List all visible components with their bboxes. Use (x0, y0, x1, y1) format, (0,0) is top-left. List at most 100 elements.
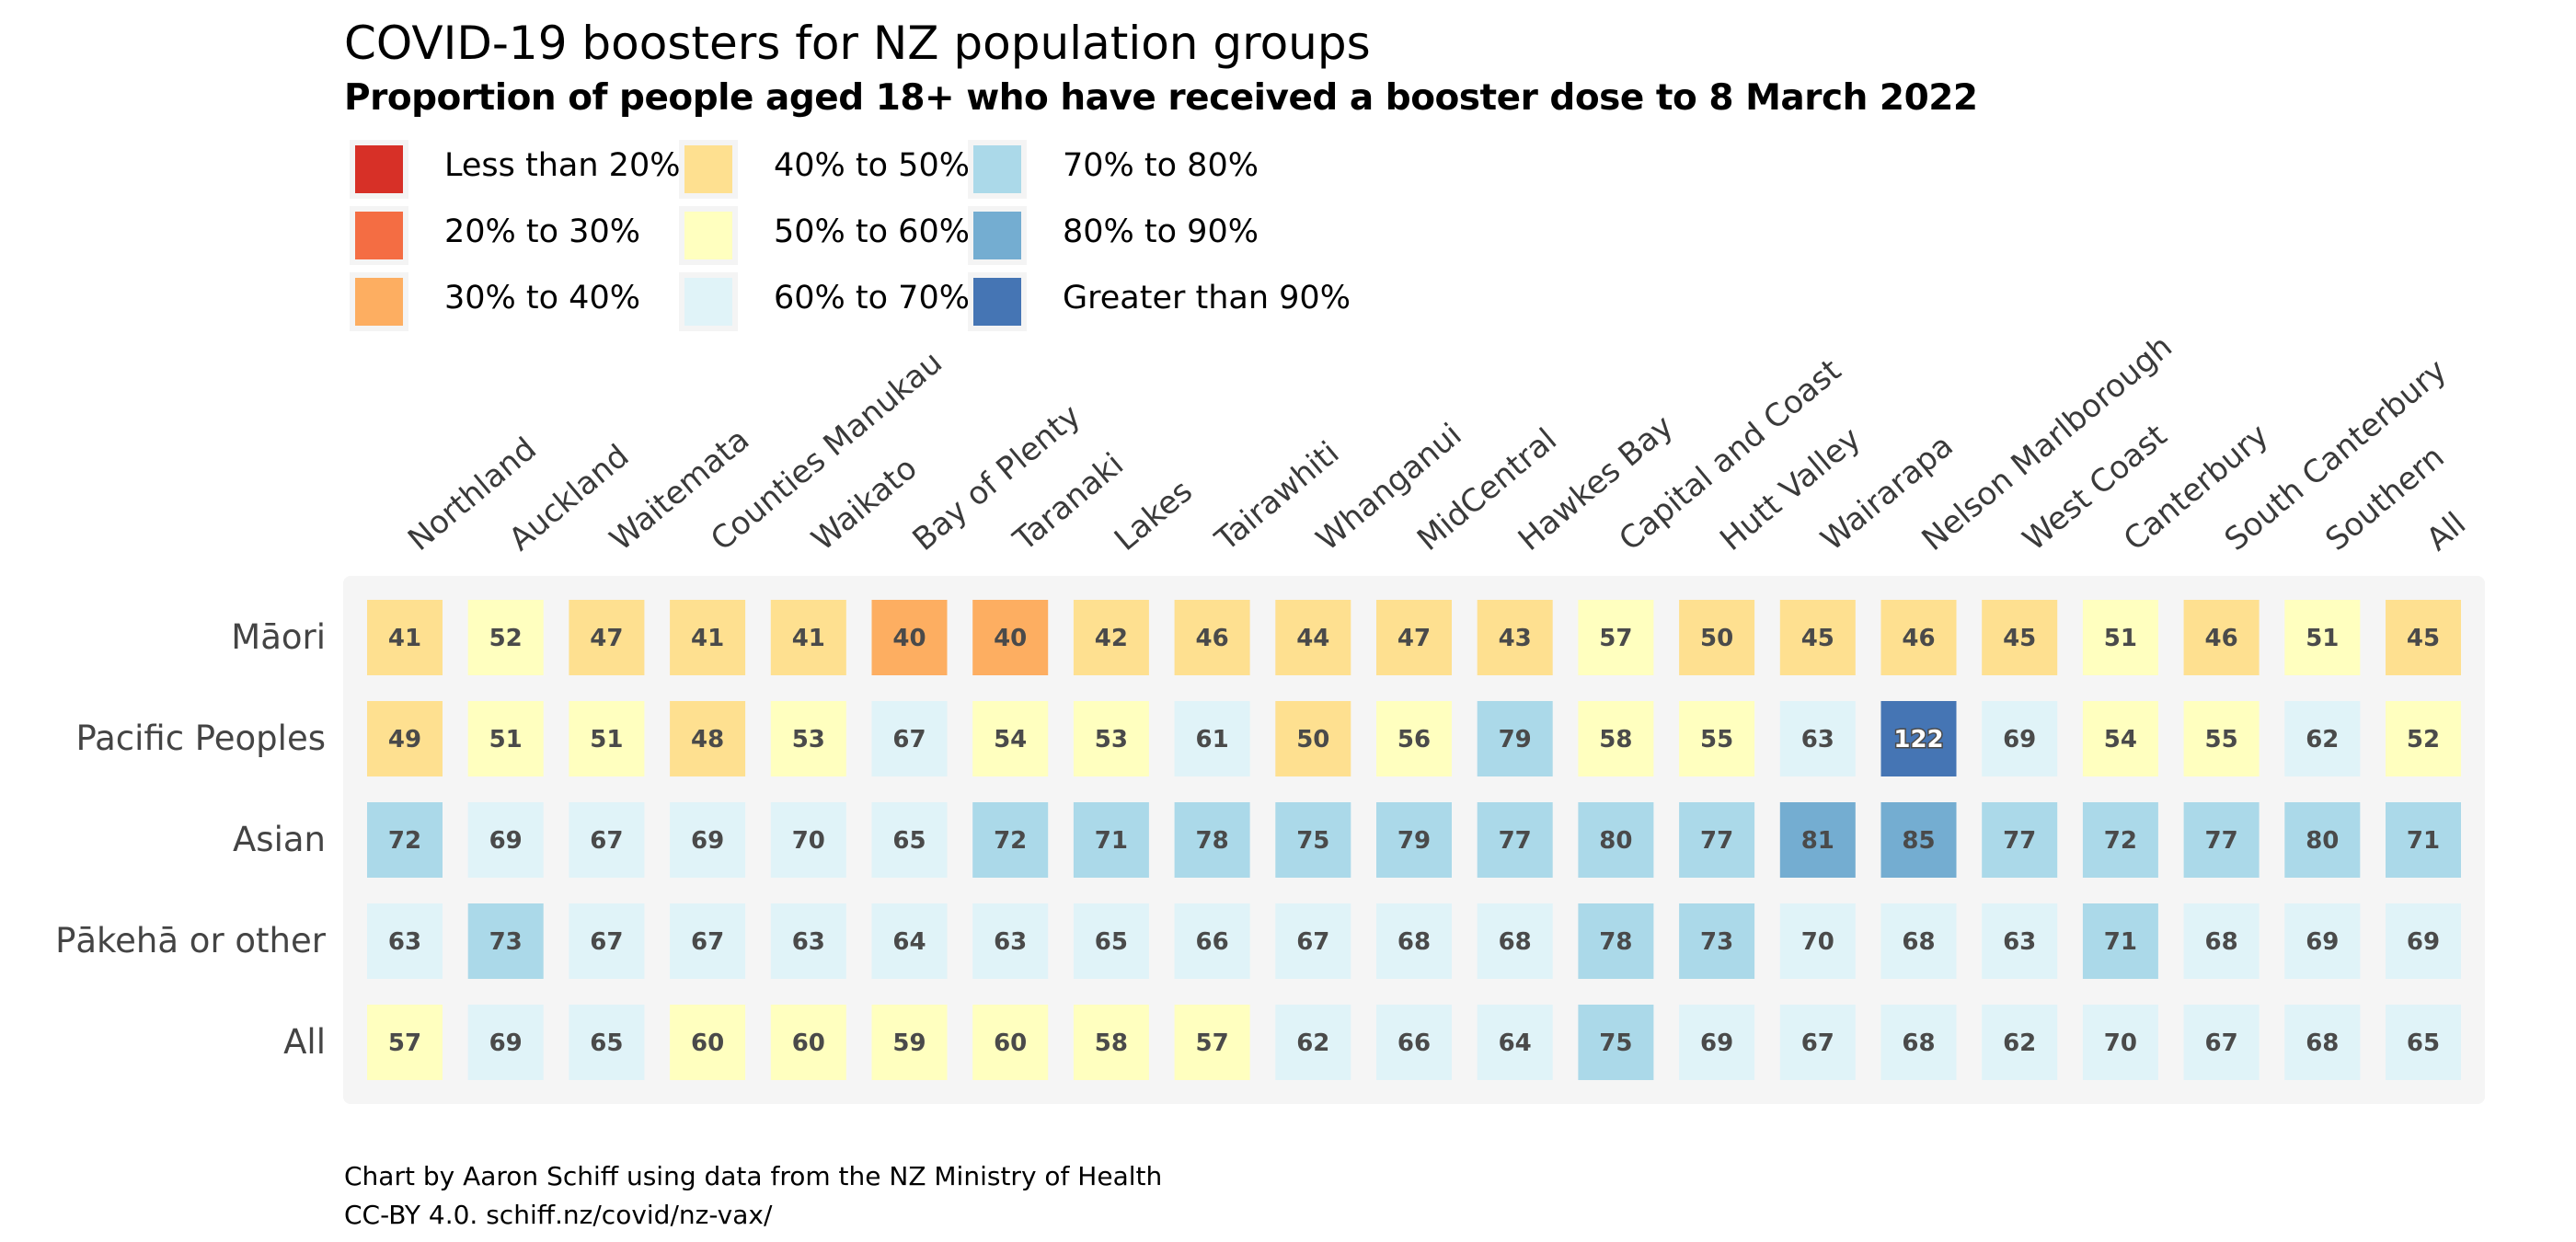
heatmap-cell (871, 600, 948, 675)
cell-value-label: 62 (2003, 1029, 2036, 1057)
cell-value-label: 45 (2003, 625, 2036, 652)
cell-value-label: 58 (1095, 1029, 1128, 1057)
cell-value-label: 49 (388, 726, 421, 753)
cell-value-label: 43 (1499, 625, 1532, 652)
legend-label: 40% to 50% (774, 147, 970, 184)
cell-value-label: 63 (792, 928, 825, 956)
legend-swatch (968, 272, 1027, 331)
heatmap-cell (1982, 701, 2058, 776)
cell-value-label: 67 (892, 726, 926, 753)
heatmap-cell (1073, 903, 1149, 979)
heatmap-cell (2082, 600, 2158, 675)
cell-value-label: 63 (994, 928, 1027, 956)
cell-value-label: 69 (2407, 928, 2440, 956)
heatmap-cell (569, 701, 645, 776)
heatmap-cell (367, 903, 443, 979)
cell-value-label: 56 (1397, 726, 1431, 753)
legend-swatch (350, 206, 408, 265)
cell-value-label: 69 (1700, 1029, 1733, 1057)
heatmap-cell (1073, 600, 1149, 675)
cell-value-label: 71 (2407, 827, 2440, 855)
heatmap-cell (467, 701, 544, 776)
cell-value-label: 70 (1801, 928, 1834, 956)
cell-value-label: 53 (1095, 726, 1128, 753)
heatmap-cell (1376, 903, 1452, 979)
cell-value-label: 62 (2306, 726, 2339, 753)
heatmap-cell (367, 600, 443, 675)
heatmap-cell (770, 701, 846, 776)
heatmap-cell (1376, 600, 1452, 675)
heatmap-cell (871, 701, 948, 776)
heatmap-cell (1578, 600, 1654, 675)
column-label: All (2420, 505, 2473, 558)
legend-label: Less than 20% (444, 147, 681, 184)
legend-swatch (679, 140, 738, 199)
heatmap-cell (670, 600, 746, 675)
heatmap-cell (871, 1005, 948, 1080)
heatmap-cell (871, 903, 948, 979)
heatmap-cell (670, 903, 746, 979)
cell-value-label: 58 (1599, 726, 1632, 753)
heatmap-cell (2183, 600, 2260, 675)
heatmap-cell (1880, 701, 1957, 776)
cell-value-label: 71 (1095, 827, 1128, 855)
caption-license: CC-BY 4.0. schiff.nz/covid/nz-vax/ (344, 1200, 773, 1230)
cell-value-label: 46 (1196, 625, 1229, 652)
cell-value-label: 46 (2205, 625, 2238, 652)
heatmap-cell (2284, 600, 2361, 675)
heatmap-cell (1477, 903, 1553, 979)
cell-value-label: 57 (1599, 625, 1632, 652)
heatmap-cell (670, 701, 746, 776)
cell-value-label: 67 (691, 928, 724, 956)
cell-value-label: 68 (1499, 928, 1532, 956)
heatmap-cell (1578, 802, 1654, 878)
cell-value-label: 54 (994, 726, 1027, 753)
heatmap-cell (1679, 1005, 1755, 1080)
chart-title: COVID-19 boosters for NZ population grou… (344, 17, 1371, 70)
row-label: All (283, 1022, 326, 1062)
cell-value-label: 52 (2407, 726, 2440, 753)
cell-value-label: 64 (1499, 1029, 1532, 1057)
cell-value-label: 40 (892, 625, 926, 652)
heatmap-cell (1477, 802, 1553, 878)
cell-value-label: 67 (1296, 928, 1329, 956)
cell-value-label: 45 (2407, 625, 2440, 652)
cell-value-label: 51 (489, 726, 523, 753)
chart-subtitle: Proportion of people aged 18+ who have r… (344, 77, 1978, 119)
cell-value-label: 47 (1397, 625, 1431, 652)
cell-value-label: 53 (792, 726, 825, 753)
heatmap-cell (972, 903, 1049, 979)
heatmap-cell (670, 1005, 746, 1080)
cell-value-label: 77 (1499, 827, 1532, 855)
legend-label: 50% to 60% (774, 213, 970, 250)
cell-value-label: 40 (994, 625, 1027, 652)
heatmap-cell (2284, 903, 2361, 979)
heatmap-cell (1174, 903, 1250, 979)
heatmap-cell (1275, 1005, 1351, 1080)
cell-value-label: 72 (994, 827, 1027, 855)
heatmap-cell (1477, 1005, 1553, 1080)
heatmap-cell (367, 802, 443, 878)
legend-label: 60% to 70% (774, 280, 970, 316)
heatmap-cell (1174, 701, 1250, 776)
cell-value-label: 79 (1499, 726, 1532, 753)
cell-value-label: 77 (1700, 827, 1733, 855)
cell-value-label: 69 (489, 1029, 523, 1057)
cell-value-label: 68 (1902, 928, 1935, 956)
cell-value-label: 69 (2306, 928, 2339, 956)
cell-value-label: 41 (388, 625, 421, 652)
cell-value-label: 65 (2407, 1029, 2440, 1057)
cell-value-label: 67 (590, 928, 623, 956)
cell-value-label: 63 (388, 928, 421, 956)
heatmap-cell (1275, 701, 1351, 776)
legend-label: 20% to 30% (444, 213, 640, 250)
legend-swatch (679, 206, 738, 265)
heatmap-cell (770, 600, 846, 675)
heatmap-cell (467, 903, 544, 979)
row-label: Asian (233, 820, 326, 859)
heatmap-cell (2284, 1005, 2361, 1080)
cell-value-label: 122 (1893, 726, 1943, 753)
cell-value-label: 41 (792, 625, 825, 652)
legend: Less than 20% 20% to 30% 30% to 40% 40% to … (350, 136, 1454, 348)
